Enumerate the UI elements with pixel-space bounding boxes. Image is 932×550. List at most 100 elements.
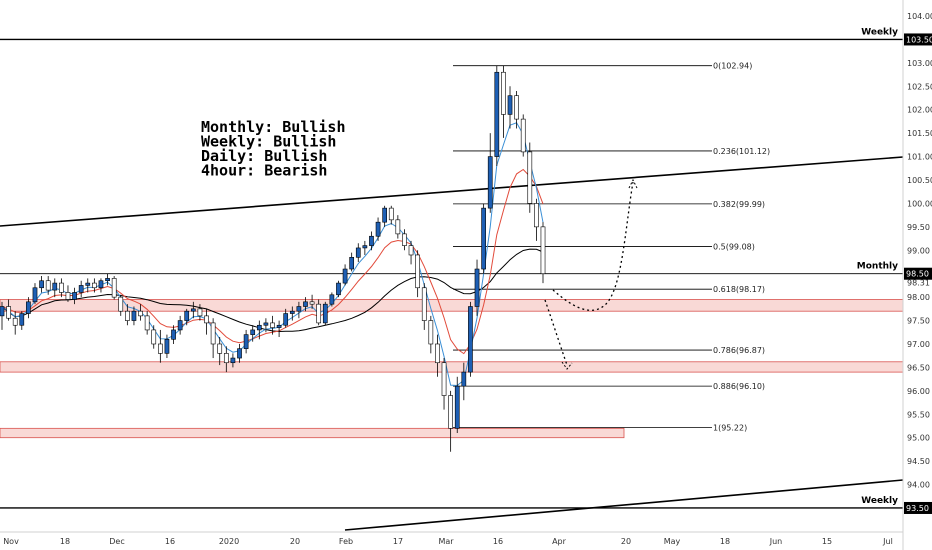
price-tag-2: 93.50 [906,504,929,513]
candle-body-80 [527,151,533,204]
fib-label-0: 0(102.94) [713,62,752,71]
projection-up-path [552,181,634,311]
candle-body-30 [197,308,203,317]
price-tag-bg-0 [904,33,932,46]
price-tick-0: 104.00 [907,12,932,21]
price-tick-4: 102.00 [907,106,932,115]
candle-body-14 [92,282,97,289]
level-label-0: Weekly [861,27,898,37]
candle-body-78 [514,95,519,120]
candle-body-26 [171,329,176,340]
candle-body-54 [355,247,361,258]
candle-body-16 [105,278,110,282]
price-tick-12: 98.31 [907,279,930,288]
candle-body-17 [111,278,117,298]
time-tick-8: Mar [438,537,454,546]
time-tick-9: 16 [493,537,503,546]
price-tags: 103.50 98.50 93.50 [904,33,932,514]
time-tick-3: 16 [165,537,175,546]
time-tick-12: May [664,537,681,546]
candle-body-63 [415,254,420,289]
candle-body-70 [461,371,467,387]
price-tick-19: 95.00 [907,434,930,443]
price-tick-10: 99.00 [907,246,930,255]
fib-label-3: 0.5(99.08) [713,243,755,252]
candle-body-57 [375,221,381,237]
level-label-1: Monthly [857,262,898,272]
candle-body-82 [540,226,546,275]
time-tick-10: Apr [552,537,567,546]
price-tick-2: 103.00 [907,59,932,68]
price-tick-14: 97.50 [907,317,930,326]
fib-label-4: 0.618(98.17) [713,285,765,294]
projection-up-arrowhead [628,178,638,189]
fib-label-7: 1(95.22) [713,423,747,432]
time-tick-14: Jun [769,537,783,546]
candle-body-29 [190,308,196,312]
candle-body-24 [157,343,163,354]
candle-body-43 [283,313,289,326]
candle-body-12 [78,285,84,293]
candle-body-64 [421,287,427,321]
candle-body-45 [296,306,302,312]
candle-body-75 [494,71,500,157]
price-tick-18: 95.50 [907,410,930,419]
candle-body-20 [131,310,137,321]
price-tick-20: 94.50 [907,457,930,466]
price-tag-bg-2 [904,501,932,514]
candle-body-5 [32,287,38,303]
price-tick-9: 99.50 [907,223,930,232]
candle-body-38 [250,329,256,335]
candle-body-46 [303,301,308,307]
candle-body-1 [6,306,11,319]
candle-body-61 [402,233,407,246]
candle-body-41 [270,322,275,328]
candle-body-51 [336,282,341,296]
candle-body-77 [507,95,513,115]
candle-body-4 [26,301,31,314]
price-tick-8: 100.00 [907,199,932,208]
candle-body-74 [487,156,493,209]
candle-body-69 [454,385,460,429]
fibonacci-retracement: 0(102.94) 0.236(101.12) 0.382(99.99) 0.5(99… [453,62,770,432]
candle-body-42 [276,324,282,328]
projection-arrows [544,178,638,370]
key-levels: Weekly Monthly Weekly [0,27,903,509]
price-tick-13: 98.00 [907,293,930,302]
candle-body-60 [395,219,401,235]
price-tick-5: 101.50 [907,129,932,138]
candle-body-50 [329,294,335,305]
trendlines [0,156,904,531]
time-tick-15: 15 [822,537,832,546]
candle-body-13 [85,282,91,286]
candle-body-62 [408,245,414,256]
candle-body-7 [45,280,51,291]
candle-body-48 [316,303,322,324]
candle-body-22 [144,315,150,331]
candle-body-65 [428,320,434,345]
time-tick-6: Feb [339,537,353,546]
candle-body-59 [388,207,394,221]
candle-body-19 [125,310,130,321]
time-axis[interactable]: Nov 18 Dec 16 2020 20 Feb 17 Mar 16 Apr 20 May 18 Jun 1… [0,531,903,546]
time-tick-2: Dec [109,537,124,546]
candle-body-10 [65,292,71,300]
fib-label-1: 0.236(101.12) [713,147,770,156]
candle-body-58 [382,207,388,223]
candle-body-35 [230,357,236,364]
candle-body-8 [52,282,58,291]
time-tick-16: Jul [882,537,893,546]
candle-body-53 [349,257,355,270]
candle-body-40 [263,322,269,326]
time-tick-7: 17 [393,537,403,546]
price-tick-17: 96.00 [907,387,930,396]
note-line-3: 4hour: Bearish [201,162,327,180]
candle-body-55 [362,245,368,249]
price-tag-1: 98.50 [906,270,929,279]
candle-body-32 [210,322,216,345]
candle-body-47 [309,301,315,305]
candle-body-66 [435,343,440,364]
candle-body-33 [217,343,223,354]
candle-body-6 [39,280,44,289]
